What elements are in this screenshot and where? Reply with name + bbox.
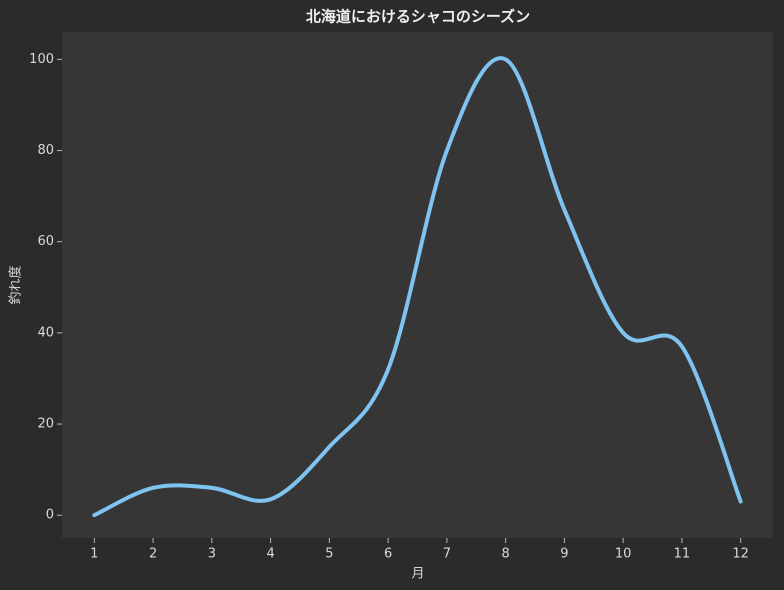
x-tick-label: 3: [208, 547, 216, 562]
y-tick-label: 20: [37, 417, 54, 432]
x-tick-label: 6: [384, 547, 392, 562]
x-tick-label: 9: [560, 547, 568, 562]
x-tick-label: 7: [443, 547, 451, 562]
x-tick-label: 8: [501, 547, 509, 562]
x-tick-label: 11: [674, 547, 691, 562]
y-axis-label: 釣れ度: [8, 265, 24, 304]
y-tick-label: 60: [37, 234, 54, 249]
chart-title: 北海道におけるシャコのシーズン: [306, 8, 530, 26]
y-tick-label: 100: [29, 52, 54, 67]
x-tick-label: 4: [266, 547, 274, 562]
x-tick-label: 5: [325, 547, 333, 562]
y-tick-label: 80: [37, 143, 54, 158]
series-line: [92, 56, 743, 518]
y-tick-label: 40: [37, 325, 54, 340]
x-tick-label: 1: [90, 547, 98, 562]
x-axis-label: 月: [411, 567, 424, 582]
x-tick-label: 10: [615, 547, 632, 562]
y-tick-label: 0: [46, 508, 54, 523]
x-tick-label: 12: [732, 547, 749, 562]
x-tick-label: 2: [149, 547, 157, 562]
plot-area: [62, 32, 773, 538]
